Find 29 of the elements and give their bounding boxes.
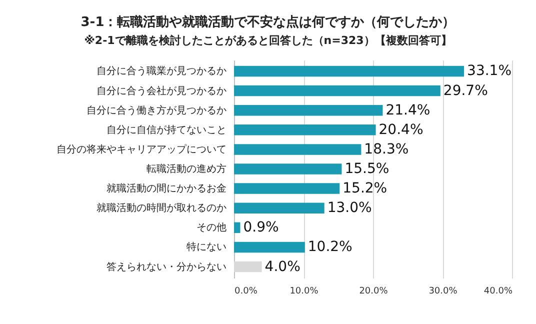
y-tick-label: 転職活動の進め方 (146, 163, 226, 175)
chart-title: 3-1：転職活動や就職活動で不安な点は何ですか（何でしたか） (80, 14, 456, 30)
data-label: 0.9% (243, 220, 279, 236)
data-label: 15.5% (344, 161, 390, 177)
data-label: 33.1% (467, 63, 512, 80)
x-tick-label: 30.0% (428, 286, 458, 296)
y-tick-label: 自分に自信が持てないこと (106, 124, 226, 136)
y-tick-label: 答えられない・分からない (106, 260, 226, 273)
y-tick-label: 特にない (186, 241, 226, 254)
y-tick-label: 就職活動の時間が取れるのか (96, 202, 226, 214)
x-tick-label: 20.0% (359, 286, 388, 296)
x-tick-label: 0.0% (234, 286, 258, 296)
x-tick-label: 40.0% (484, 286, 513, 296)
y-tick-label: 自分に合う会社が見つかるか (96, 84, 226, 97)
y-tick-label: 就職活動の間にかかるお金 (106, 182, 226, 195)
x-tick-label: 10.0% (290, 286, 319, 296)
data-label: 4.0% (264, 258, 300, 275)
data-label: 18.3% (364, 141, 409, 158)
chart-subtitle: ※2-1で離職を検討したことがあると回答した（n=323）【複数回答可】 (84, 34, 452, 47)
y-tick-label: その他 (196, 222, 226, 234)
data-label: 10.2% (308, 239, 352, 256)
data-label: 21.4% (386, 102, 430, 118)
data-label: 13.0% (327, 200, 372, 216)
y-tick-label: 自分の将来やキャリアアップについて (56, 143, 226, 156)
y-tick-label: 自分に合う職業が見つかるか (96, 65, 226, 78)
y-tick-label: 自分に合う働き方が見つかるか (86, 104, 226, 116)
data-label: 15.2% (342, 180, 388, 197)
data-label: 29.7% (443, 82, 488, 99)
data-label: 20.4% (378, 122, 424, 138)
